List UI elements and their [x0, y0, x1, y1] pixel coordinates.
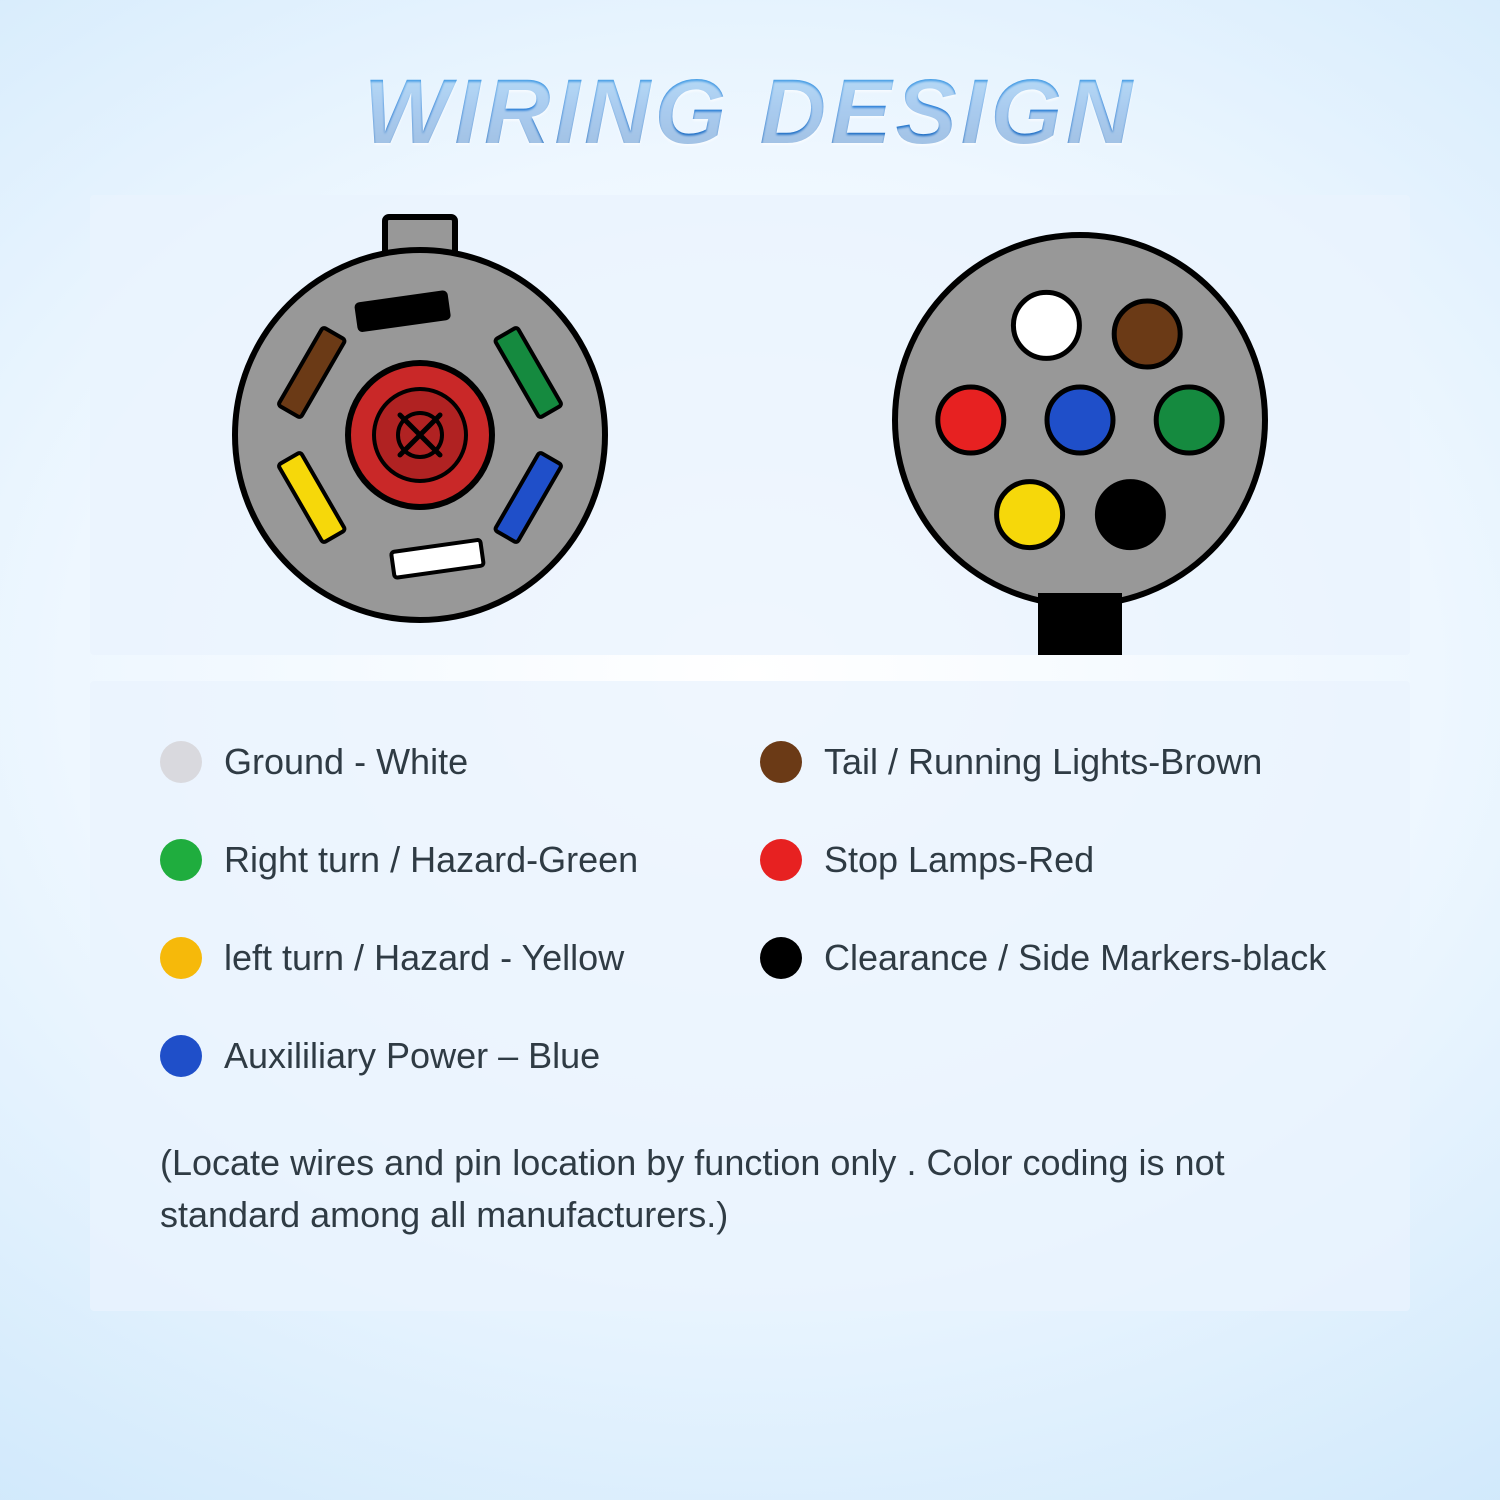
legend-grid: Ground - White Tail / Running Lights-Bro…: [160, 741, 1340, 1077]
swatch-yellow: [160, 937, 202, 979]
legend-item-red: Stop Lamps-Red: [760, 839, 1340, 881]
round-pin: [938, 387, 1004, 453]
legend-item-white: Ground - White: [160, 741, 740, 783]
round-pin: [1013, 292, 1079, 358]
legend-label: Clearance / Side Markers-black: [824, 937, 1326, 979]
round-pin: [1114, 301, 1180, 367]
legend-item-brown: Tail / Running Lights-Brown: [760, 741, 1340, 783]
page-title: WIRING DESIGN: [364, 60, 1137, 165]
legend-label: Right turn / Hazard-Green: [224, 839, 638, 881]
legend-label: Tail / Running Lights-Brown: [824, 741, 1262, 783]
round-pin: [997, 482, 1063, 548]
diagram-panel: [90, 195, 1410, 655]
legend-label: Ground - White: [224, 741, 468, 783]
round-pin: [1047, 387, 1113, 453]
legend-label: left turn / Hazard - Yellow: [224, 937, 624, 979]
legend-item-black: Clearance / Side Markers-black: [760, 937, 1340, 979]
swatch-blue: [160, 1035, 202, 1077]
legend-item-yellow: left turn / Hazard - Yellow: [160, 937, 740, 979]
footnote: (Locate wires and pin location by functi…: [160, 1137, 1340, 1241]
connector-right: [870, 205, 1290, 665]
swatch-black: [760, 937, 802, 979]
legend-panel: Ground - White Tail / Running Lights-Bro…: [90, 681, 1410, 1311]
swatch-red: [760, 839, 802, 881]
round-pin: [1156, 387, 1222, 453]
connector-left: [210, 205, 630, 645]
legend-label: Stop Lamps-Red: [824, 839, 1094, 881]
legend-item-blue: Auxililiary Power – Blue: [160, 1035, 740, 1077]
swatch-green: [160, 839, 202, 881]
legend-label: Auxililiary Power – Blue: [224, 1035, 600, 1077]
round-pin: [1097, 482, 1163, 548]
swatch-white: [160, 741, 202, 783]
swatch-brown: [760, 741, 802, 783]
legend-item-green: Right turn / Hazard-Green: [160, 839, 740, 881]
